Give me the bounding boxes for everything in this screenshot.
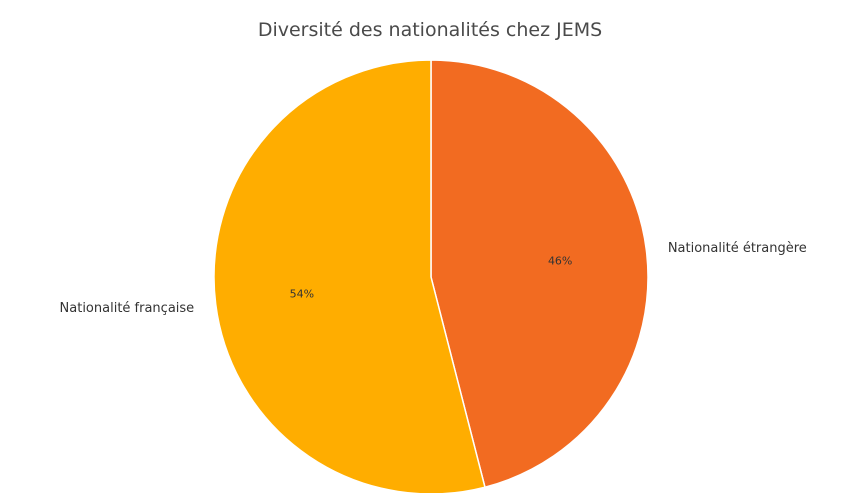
chart-title: Diversité des nationalités chez JEMS bbox=[258, 19, 602, 41]
pie-category-label-2: Nationalité française bbox=[60, 301, 195, 316]
pie-category-label-1: Nationalité étrangère bbox=[668, 241, 807, 256]
pie-percent-label-1: 46% bbox=[548, 255, 572, 268]
pie-slice-1 bbox=[430, 59, 649, 489]
pie-slice-2 bbox=[213, 59, 486, 493]
pie-labels: 46% Nationalité étrangère 54% Nationalité f… bbox=[60, 241, 807, 316]
pie-slices bbox=[213, 59, 649, 493]
pie-percent-label-2: 54% bbox=[290, 287, 314, 300]
